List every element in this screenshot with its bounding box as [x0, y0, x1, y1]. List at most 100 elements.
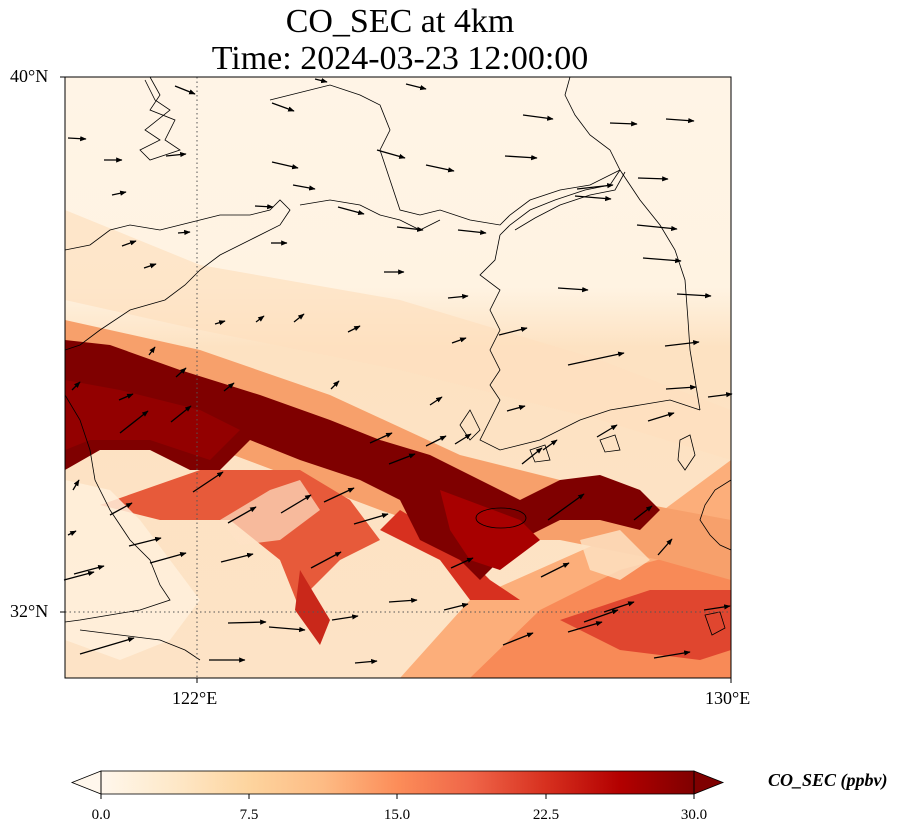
axis-ticks — [60, 76, 732, 683]
lat-tick-label-32: 32°N — [10, 601, 49, 621]
wind-arrow — [223, 382, 235, 392]
wind-arrow — [557, 287, 589, 293]
wind-arrow — [111, 190, 127, 196]
wind-arrow — [220, 552, 254, 563]
colorbar-extend-low — [70, 770, 102, 795]
wind-arrow — [118, 393, 134, 401]
wind-arrow — [293, 313, 305, 323]
gridlines — [65, 77, 731, 678]
wind-arrow — [331, 614, 359, 621]
wind-arrow — [71, 381, 81, 391]
wind-arrow — [170, 405, 192, 423]
wind-arrow — [657, 538, 673, 556]
wind-arrow — [369, 432, 393, 444]
wind-arrow — [447, 293, 469, 300]
wind-arrow — [636, 224, 678, 232]
wind-arrow — [292, 184, 316, 191]
colorbar-label: CO_SEC (ppbv) — [768, 770, 888, 790]
wind-arrow — [271, 161, 299, 170]
map-title-line2: Time: 2024-03-23 12:00:00 — [211, 40, 589, 77]
wind-arrow — [540, 562, 570, 578]
wind-arrow — [506, 405, 526, 412]
wind-arrow — [271, 102, 295, 112]
wind-arrow — [192, 471, 224, 493]
lon-tick-label-130: 130°E — [705, 688, 751, 708]
wind-arrow — [653, 650, 691, 659]
wind-arrow — [254, 204, 274, 210]
wind-arrow — [454, 433, 472, 445]
wind-arrow — [310, 551, 342, 569]
wind-arrow — [149, 552, 187, 564]
wind-arrow — [353, 513, 389, 525]
colorbar-tick-2: 15.0 — [383, 807, 411, 823]
wind-arrow — [547, 493, 585, 521]
wind-arrow — [664, 340, 700, 347]
map-title-line1: CO_SEC at 4km — [285, 3, 515, 40]
wind-arrow — [354, 658, 378, 665]
wind-arrow — [73, 564, 105, 575]
wind-arrow — [280, 494, 312, 514]
wind-arrow — [148, 346, 156, 356]
wind-arrow — [79, 637, 135, 655]
concentration-field — [65, 77, 731, 678]
wind-arrow — [707, 392, 733, 398]
wind-arrow — [443, 602, 469, 611]
map-frame — [64, 76, 732, 679]
wind-arrow — [502, 632, 534, 646]
wind-arrow — [609, 121, 638, 127]
wind-arrow — [121, 240, 137, 247]
wind-arrow — [642, 257, 682, 264]
wind-arrow — [175, 367, 187, 378]
wind-arrow — [396, 226, 424, 232]
wind-arrow — [314, 78, 328, 84]
colorbar-tick-3: 22.5 — [532, 807, 560, 823]
wind-arrow — [67, 136, 87, 142]
wind-arrow — [337, 206, 365, 215]
colorbar-tick-0: 0.0 — [91, 807, 111, 823]
wind-arrow — [177, 229, 191, 236]
wind-arrow — [504, 155, 538, 161]
wind-arrow — [457, 229, 487, 235]
wind-arrow — [214, 320, 226, 326]
wind-arrow — [128, 536, 162, 547]
wind-arrow — [63, 570, 95, 581]
wind-arrow — [450, 557, 474, 569]
wind-arrow — [255, 315, 265, 323]
wind-arrow — [330, 380, 340, 390]
colorbar-tick-1: 7.5 — [239, 807, 259, 823]
wind-arrow — [583, 609, 619, 623]
wind-arrow — [596, 424, 618, 438]
wind-arrow — [425, 435, 447, 447]
wind-arrow — [268, 626, 306, 633]
wind-arrow — [174, 85, 196, 95]
wind-arrow — [119, 410, 149, 434]
wind-arrow — [521, 447, 543, 465]
wind-arrow — [388, 453, 416, 465]
wind-arrow — [542, 439, 558, 451]
wind-arrow — [388, 597, 418, 604]
wind-arrow — [567, 621, 603, 633]
lon-tick-label-122: 122°E — [172, 688, 218, 708]
wind-arrow — [376, 149, 406, 159]
wind-arrow — [451, 337, 467, 344]
wind-arrow — [67, 530, 77, 536]
wind-arrow — [109, 502, 133, 516]
wind-arrow — [633, 505, 653, 521]
wind-arrow — [676, 293, 712, 299]
wind-arrow — [574, 195, 612, 202]
wind-arrow — [227, 506, 257, 524]
wind-arrow — [143, 263, 157, 269]
wind-arrow — [323, 487, 355, 503]
wind-vectors — [63, 78, 733, 665]
lat-tick-label-40: 40°N — [10, 66, 49, 86]
wind-arrow — [425, 164, 455, 173]
wind-arrow — [703, 604, 731, 611]
colorbar — [70, 770, 725, 799]
wind-arrow — [576, 183, 614, 190]
wind-arrow — [72, 479, 80, 491]
colorbar-tick-4: 30.0 — [680, 807, 708, 823]
wind-arrow — [665, 384, 697, 390]
colorbar-extend-high — [693, 770, 725, 795]
coastlines — [65, 77, 731, 661]
